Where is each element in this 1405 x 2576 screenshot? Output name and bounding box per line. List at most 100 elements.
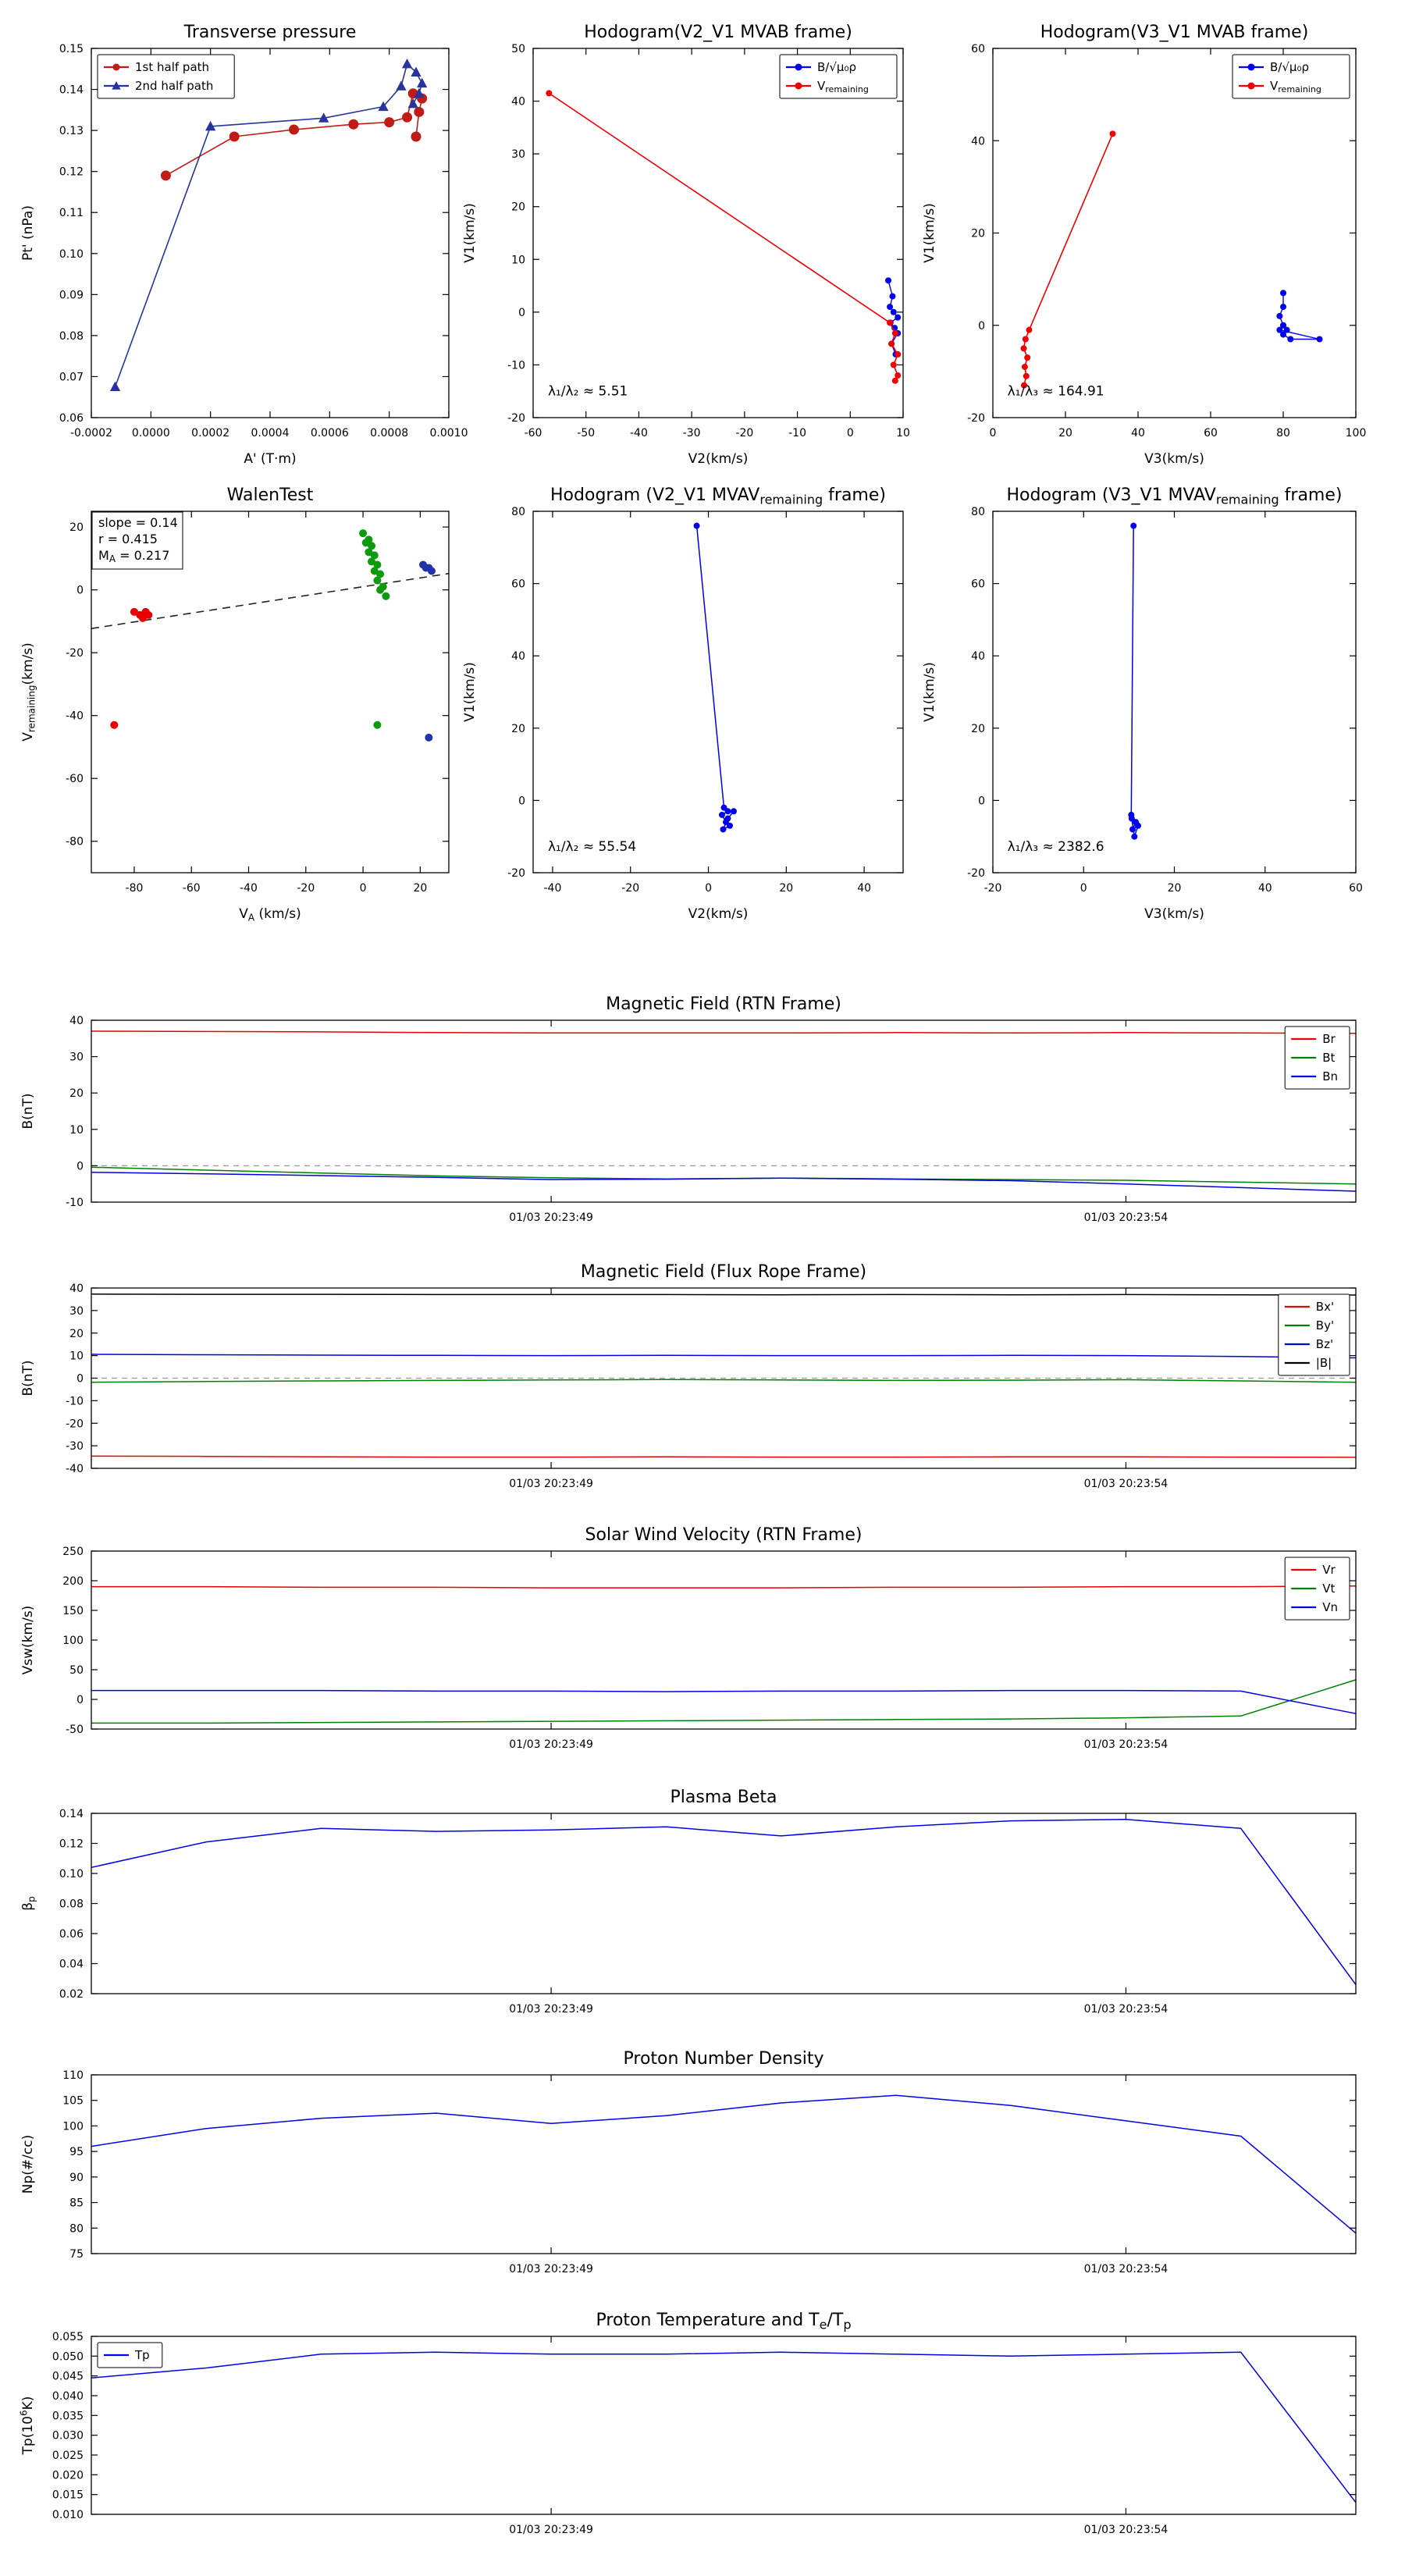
svg-text:MA = 0.217: MA = 0.217 xyxy=(98,548,169,564)
axis-ticks: -20 0 20 40 60 -20 0 20 40 60 80 xyxy=(967,506,1363,895)
svg-text:40: 40 xyxy=(857,882,871,895)
svg-text:0.12: 0.12 xyxy=(59,166,84,179)
svg-text:Vt: Vt xyxy=(1322,1582,1335,1596)
axis-ticks: -0.0002 0.0000 0.0002 0.0004 0.0006 0.0008 0.0… xyxy=(59,43,468,439)
svg-text:-0.0002: -0.0002 xyxy=(70,427,112,439)
svg-text:-20: -20 xyxy=(621,882,639,895)
series-walen-fit xyxy=(91,572,450,629)
svg-text:85: 85 xyxy=(69,2197,84,2210)
svg-text:20: 20 xyxy=(971,723,985,735)
svg-text:20: 20 xyxy=(413,882,427,895)
svg-text:Vn: Vn xyxy=(1322,1600,1338,1614)
series-by xyxy=(91,1379,1357,1383)
panel-proton-number-density: 01/03 20:23:49 01/03 20:23:54 75 80 85 90 95 10… xyxy=(20,2049,1357,2275)
svg-text:0.14: 0.14 xyxy=(59,1808,84,1820)
svg-text:-40: -40 xyxy=(544,882,562,895)
svg-text:40: 40 xyxy=(1131,427,1145,439)
axis-ticks: 01/03 20:23:49 01/03 20:23:54 75 80 85 90 95 10… xyxy=(62,2069,1356,2275)
series-vn xyxy=(91,1689,1357,1714)
svg-text:0.02: 0.02 xyxy=(59,1988,84,2001)
svg-text:0.08: 0.08 xyxy=(59,330,84,343)
svg-text:Vremaining: Vremaining xyxy=(1270,79,1321,94)
axis-ticks: -80 -60 -40 -20 0 20 -80 -60 -40 -20 0 20 xyxy=(66,511,449,895)
svg-text:0.025: 0.025 xyxy=(52,2450,84,2462)
svg-text:0.15: 0.15 xyxy=(59,43,84,55)
svg-text:-50: -50 xyxy=(577,427,595,439)
svg-text:Vsw(km/s): Vsw(km/s) xyxy=(20,1606,36,1675)
panel-walen-test: -80 -60 -40 -20 0 20 -80 -60 -40 -20 0 20 WalenTest V… xyxy=(20,486,450,923)
annotation: λ₁/λ₂ ≈ 5.51 xyxy=(548,384,628,400)
svg-text:V1(km/s): V1(km/s) xyxy=(462,203,478,263)
svg-text:250: 250 xyxy=(62,1546,84,1558)
svg-text:01/03 20:23:54: 01/03 20:23:54 xyxy=(1084,1738,1168,1751)
svg-text:Vr: Vr xyxy=(1322,1563,1336,1577)
svg-text:40: 40 xyxy=(511,96,525,109)
svg-text:0.0000: 0.0000 xyxy=(132,427,170,439)
svg-text:By': By' xyxy=(1316,1318,1334,1332)
series-np xyxy=(91,2094,1357,2234)
series-1st-half-path xyxy=(160,88,428,181)
svg-text:20: 20 xyxy=(971,228,985,240)
svg-text:30: 30 xyxy=(69,1305,84,1318)
series-b xyxy=(1128,522,1141,840)
legend: Vr Vt Vn xyxy=(1284,1557,1350,1621)
svg-text:0.030: 0.030 xyxy=(52,2430,84,2443)
svg-text:0: 0 xyxy=(978,795,985,807)
svg-text:Magnetic Field (RTN Frame): Magnetic Field (RTN Frame) xyxy=(606,994,841,1014)
svg-text:-10: -10 xyxy=(788,427,806,439)
panel-transverse-pressure: -0.0002 0.0000 0.0002 0.0004 0.0006 0.0008 0.0… xyxy=(20,23,468,467)
svg-text:Plasma Beta: Plasma Beta xyxy=(670,1788,777,1807)
svg-text:200: 200 xyxy=(62,1575,84,1588)
annotation: λ₁/λ₂ ≈ 55.54 xyxy=(548,839,636,855)
svg-text:0.11: 0.11 xyxy=(59,207,84,219)
series-vr xyxy=(91,1585,1357,1589)
svg-text:10: 10 xyxy=(511,254,525,266)
svg-text:V1(km/s): V1(km/s) xyxy=(922,203,937,263)
svg-text:-20: -20 xyxy=(984,882,1002,895)
svg-text:Proton Number Density: Proton Number Density xyxy=(624,2049,824,2069)
svg-text:-30: -30 xyxy=(66,1440,84,1453)
series-middle xyxy=(359,529,390,729)
axis-ticks: 0 20 40 60 80 100 -20 0 20 40 60 xyxy=(967,43,1366,439)
svg-text:Vremaining(km/s): Vremaining(km/s) xyxy=(20,642,37,742)
svg-text:Solar Wind Velocity (RTN Frame: Solar Wind Velocity (RTN Frame) xyxy=(585,1525,863,1545)
annotation: slope = 0.14 r = 0.415 MA = 0.217 xyxy=(91,511,183,570)
svg-text:B(nT): B(nT) xyxy=(20,1093,36,1129)
svg-text:Magnetic Field (Flux Rope Fram: Magnetic Field (Flux Rope Frame) xyxy=(581,1262,866,1282)
svg-text:0: 0 xyxy=(518,307,525,319)
svg-text:01/03 20:23:49: 01/03 20:23:49 xyxy=(509,1478,593,1490)
panel-magnetic-field-rtn: 01/03 20:23:49 01/03 20:23:54 -10 0 10 20 30 40… xyxy=(20,994,1357,1224)
annotation: λ₁/λ₃ ≈ 164.91 xyxy=(1008,384,1104,400)
svg-text:0.07: 0.07 xyxy=(59,371,84,383)
svg-text:0.06: 0.06 xyxy=(59,1928,84,1941)
svg-text:01/03 20:23:49: 01/03 20:23:49 xyxy=(509,2524,593,2536)
svg-text:-10: -10 xyxy=(507,359,525,372)
svg-text:Np(#/cc): Np(#/cc) xyxy=(20,2135,36,2194)
svg-text:0: 0 xyxy=(76,1160,84,1172)
series-2nd-half-path xyxy=(109,58,428,392)
svg-text:01/03 20:23:49: 01/03 20:23:49 xyxy=(509,2003,593,2016)
svg-text:40: 40 xyxy=(511,650,525,663)
svg-text:-20: -20 xyxy=(66,1418,84,1430)
svg-text:0: 0 xyxy=(76,1373,84,1386)
svg-text:10: 10 xyxy=(69,1124,84,1137)
svg-text:-20: -20 xyxy=(297,882,315,895)
svg-text:-40: -40 xyxy=(66,710,84,723)
svg-text:|B|: |B| xyxy=(1316,1356,1332,1370)
svg-text:0: 0 xyxy=(847,427,854,439)
svg-text:Bn: Bn xyxy=(1322,1069,1338,1083)
svg-text:-40: -40 xyxy=(240,882,258,895)
svg-text:Vremaining: Vremaining xyxy=(817,79,869,94)
svg-text:VA (km/s): VA (km/s) xyxy=(239,906,301,923)
svg-text:V1(km/s): V1(km/s) xyxy=(922,662,937,722)
svg-text:60: 60 xyxy=(971,43,985,55)
svg-text:80: 80 xyxy=(1276,427,1290,439)
svg-text:10: 10 xyxy=(69,1350,84,1363)
svg-text:-20: -20 xyxy=(66,647,84,660)
panel-hodogram-v3v1-mvab: 0 20 40 60 80 100 -20 0 20 40 60 Hodogram(V3_V1 MVA… xyxy=(922,23,1366,467)
svg-text:V2(km/s): V2(km/s) xyxy=(688,451,749,467)
svg-text:01/03 20:23:54: 01/03 20:23:54 xyxy=(1084,1212,1168,1224)
svg-text:Hodogram(V3_V1 MVAB frame): Hodogram(V3_V1 MVAB frame) xyxy=(1040,23,1309,42)
